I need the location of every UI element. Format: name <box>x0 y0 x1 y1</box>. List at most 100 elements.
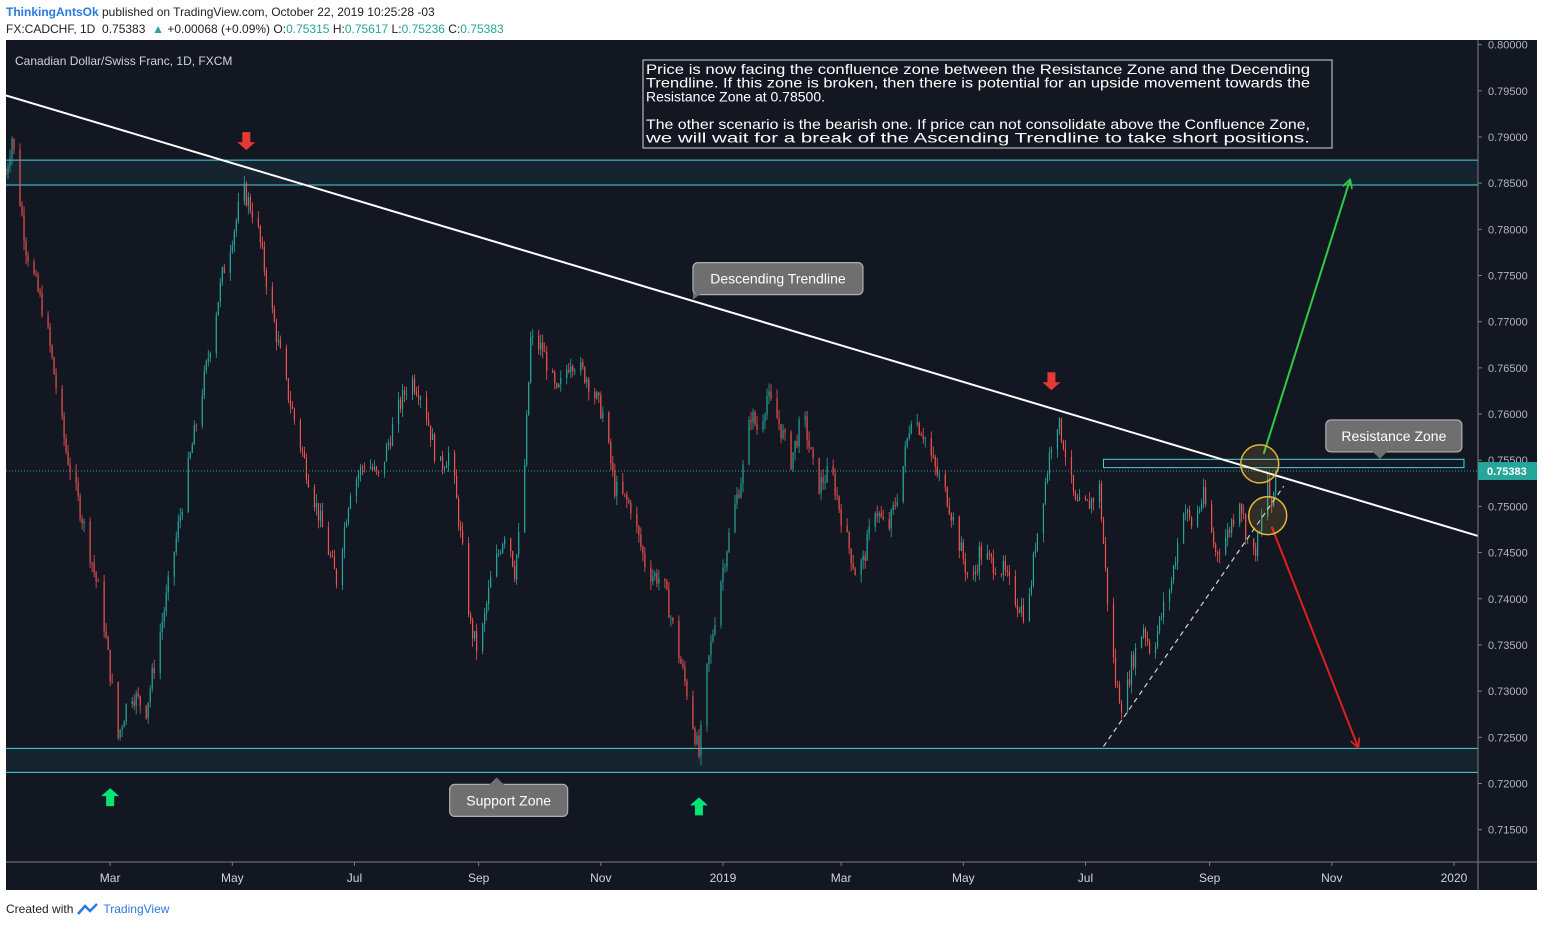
candle <box>167 576 169 593</box>
candle <box>1269 478 1271 499</box>
candle <box>628 500 630 503</box>
candle <box>544 351 546 353</box>
candle <box>888 519 890 529</box>
candle <box>878 513 880 516</box>
candle <box>1261 516 1263 532</box>
candle <box>770 391 772 399</box>
candle <box>229 251 231 274</box>
y-tick-label: 0.75000 <box>1488 501 1528 513</box>
candle <box>135 693 137 706</box>
candle <box>944 474 946 488</box>
candle <box>1168 589 1171 602</box>
candle <box>846 525 848 533</box>
candle <box>712 634 714 642</box>
candle <box>209 353 211 359</box>
callout-label: Descending Trendline <box>692 262 864 300</box>
candle <box>221 267 223 283</box>
candle <box>431 434 434 440</box>
candle <box>271 287 273 309</box>
candle <box>1257 532 1259 556</box>
author-link[interactable]: ThinkingAntsOk <box>6 5 99 19</box>
chart-container[interactable]: Descending Trendline Resistance Zone Suppo… <box>5 40 1537 890</box>
candle <box>938 474 940 476</box>
candle <box>560 378 562 385</box>
candle <box>556 383 558 388</box>
candle <box>1056 429 1059 450</box>
candle <box>187 457 189 512</box>
candle <box>1004 561 1006 571</box>
candle <box>722 567 724 582</box>
candle <box>137 693 139 696</box>
open-label: O: <box>273 22 287 36</box>
candle <box>1076 499 1079 501</box>
y-tick-label: 0.71500 <box>1488 825 1528 837</box>
candle <box>726 551 728 568</box>
change-arrow-icon: ▲ <box>152 22 164 36</box>
candle <box>524 464 526 532</box>
candle <box>1084 496 1087 500</box>
candle <box>804 416 806 420</box>
candle <box>1185 512 1187 514</box>
candle <box>892 505 894 511</box>
x-tick-label: Jul <box>1078 871 1093 885</box>
x-tick-label: May <box>221 871 244 885</box>
candle <box>1227 530 1229 539</box>
candle <box>345 522 348 527</box>
candle <box>63 415 65 439</box>
candle <box>369 467 372 469</box>
last-price-badge-text: 0.75383 <box>1487 466 1527 478</box>
tradingview-link[interactable]: TradingView <box>103 902 170 916</box>
candle <box>413 378 416 392</box>
candle <box>848 532 850 549</box>
candle <box>191 444 193 453</box>
candle <box>622 481 624 494</box>
candle <box>684 667 686 682</box>
candle <box>419 397 422 400</box>
candle <box>458 498 460 527</box>
candle <box>203 370 205 396</box>
candle <box>399 399 402 410</box>
candle <box>1002 561 1004 576</box>
candle <box>666 580 668 590</box>
candle <box>111 681 113 683</box>
candle <box>838 496 840 510</box>
candle <box>165 592 167 612</box>
candle <box>1030 585 1032 594</box>
note-line: The other scenario is the bearish one. I… <box>646 116 1310 132</box>
candle <box>217 302 219 316</box>
candle <box>445 465 448 468</box>
candle <box>47 315 49 327</box>
candle <box>650 567 652 582</box>
candle <box>1213 532 1215 545</box>
price-chart[interactable]: Descending Trendline Resistance Zone Suppo… <box>5 40 1537 890</box>
candle <box>1062 441 1065 449</box>
candle <box>411 378 414 395</box>
candle <box>315 502 318 508</box>
candle <box>231 245 233 252</box>
green-up-arrow-icon <box>689 797 708 816</box>
candle <box>403 389 406 395</box>
x-tick-label: Mar <box>100 871 121 885</box>
candle <box>189 452 191 458</box>
x-tick-label: Mar <box>831 871 852 885</box>
candle <box>916 422 918 424</box>
candle <box>1259 531 1261 533</box>
candle <box>906 438 908 447</box>
candle <box>385 445 388 462</box>
x-tick-label: Sep <box>1199 871 1221 885</box>
candle <box>1253 538 1255 549</box>
candle <box>55 374 57 389</box>
candle <box>554 372 556 384</box>
candle <box>932 455 934 457</box>
candle <box>79 495 81 519</box>
candle <box>960 542 962 551</box>
candle <box>638 526 640 535</box>
candle <box>1273 492 1275 506</box>
candle <box>810 447 812 450</box>
candle <box>826 466 828 483</box>
candle <box>1126 679 1129 713</box>
candle <box>1034 550 1036 554</box>
callout-text: Support Zone <box>466 792 551 808</box>
candle <box>1090 498 1093 509</box>
candle <box>468 543 470 615</box>
